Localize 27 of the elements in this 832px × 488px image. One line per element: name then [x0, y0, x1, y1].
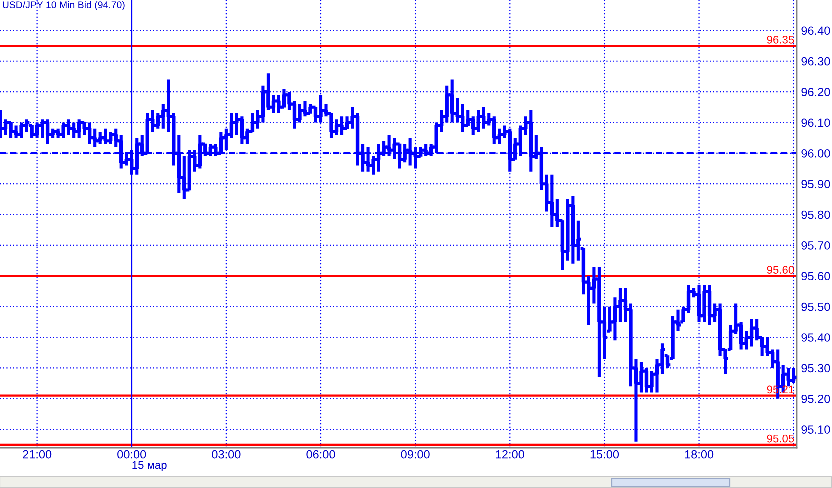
ref-line-label: 96.35 [767, 36, 794, 44]
x-tick-label: 18:00 [685, 450, 714, 459]
y-tick-label: 95.90 [802, 180, 830, 189]
y-tick-label: 96.00 [802, 149, 830, 158]
chart-title: USD/JPY 10 Min Bid (94.70) [3, 1, 125, 10]
x-tick-label: 00:00 [118, 450, 146, 459]
x-tick-label: 03:00 [212, 450, 241, 459]
y-tick-label: 96.10 [802, 118, 830, 128]
y-tick-label: 95.30 [802, 364, 830, 373]
x-tick-label: 09:00 [401, 450, 430, 459]
x-tick-label: 21:00 [23, 450, 52, 459]
y-tick-label: 96.20 [802, 88, 830, 96]
x-tick-label: 15:00 [590, 450, 620, 459]
y-tick-label: 95.40 [802, 334, 830, 342]
y-tick-label: 96.40 [802, 26, 830, 36]
y-tick-label: 95.60 [802, 272, 830, 281]
y-tick-label: 95.10 [802, 426, 830, 434]
y-tick-label: 96.30 [802, 57, 830, 66]
y-tick-label: 95.50 [802, 302, 830, 312]
ref-line-label: 95.05 [767, 434, 794, 443]
ref-line-label: 15 мар [132, 461, 167, 472]
y-tick-label: 95.80 [802, 210, 830, 220]
x-tick-label: 12:00 [496, 450, 524, 459]
y-tick-label: 95.70 [802, 242, 830, 250]
ref-line-label: 95.60 [767, 266, 794, 274]
y-tick-label: 95.20 [802, 394, 830, 404]
x-tick-label: 06:00 [306, 450, 336, 459]
